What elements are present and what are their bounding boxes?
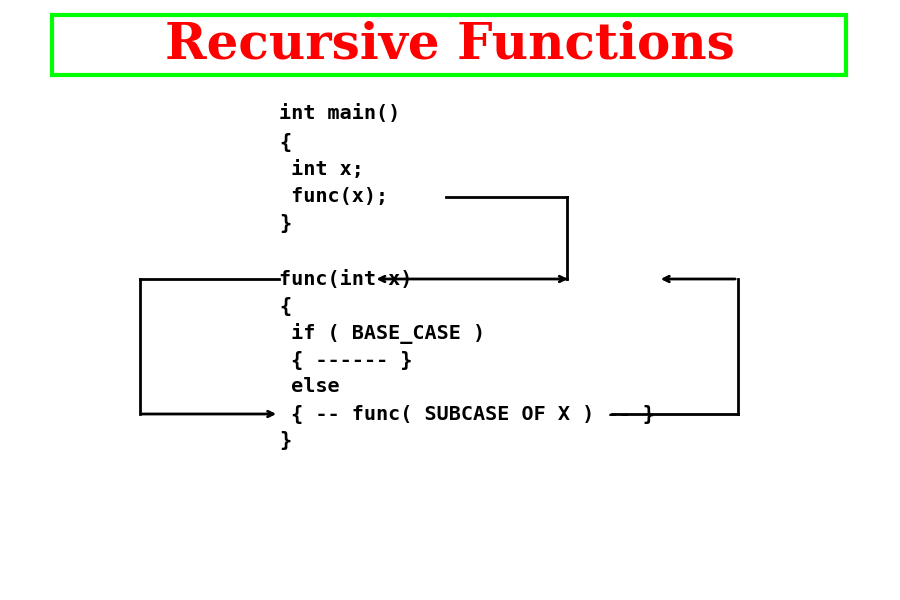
Text: func(int x): func(int x) bbox=[279, 269, 412, 289]
FancyBboxPatch shape bbox=[52, 15, 846, 75]
Text: int x;: int x; bbox=[279, 160, 364, 179]
Text: Recursive Functions: Recursive Functions bbox=[165, 20, 735, 70]
Text: func(x);: func(x); bbox=[279, 187, 388, 206]
Text: }: } bbox=[279, 431, 291, 451]
Text: {: { bbox=[279, 133, 291, 152]
Text: else: else bbox=[279, 377, 339, 397]
Text: if ( BASE_CASE ): if ( BASE_CASE ) bbox=[279, 323, 485, 343]
Text: { ------ }: { ------ } bbox=[279, 350, 412, 370]
Text: { -- func( SUBCASE OF X ) -- }: { -- func( SUBCASE OF X ) -- } bbox=[279, 404, 655, 424]
Text: {: { bbox=[279, 296, 291, 316]
Text: }: } bbox=[279, 214, 291, 233]
Text: int main(): int main() bbox=[279, 104, 400, 124]
